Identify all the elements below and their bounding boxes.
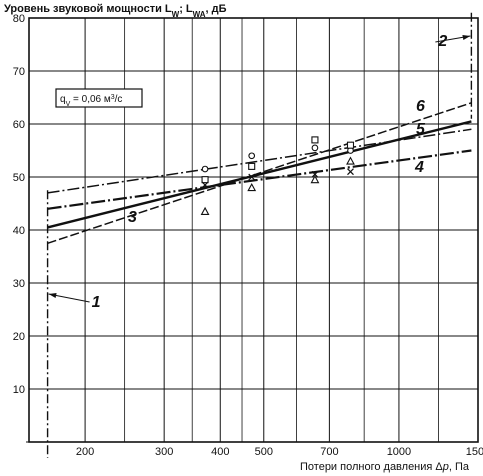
- series-label-5: 5: [416, 121, 426, 138]
- marker-cross: [311, 170, 319, 178]
- x-tick-label: 400: [211, 446, 229, 458]
- marker-square: [248, 162, 256, 170]
- marker-circle: [201, 165, 209, 173]
- x-tick-label: 1500: [466, 446, 483, 458]
- marker-circle: [248, 152, 256, 160]
- series-line-3: [47, 120, 472, 229]
- y-tick-label: 50: [13, 172, 25, 184]
- reference-label-1: 1: [92, 294, 101, 311]
- series-line-4: [47, 149, 472, 210]
- marker-cross: [201, 181, 209, 189]
- y-tick-label: 30: [13, 278, 25, 290]
- marker-square: [201, 176, 209, 184]
- x-tick-label: 300: [155, 446, 173, 458]
- series-label-6: 6: [416, 98, 425, 115]
- reference-arrow-2: [462, 35, 471, 40]
- y-tick-label: 80: [13, 13, 25, 25]
- marker-square: [311, 136, 319, 144]
- y-tick-labels: 10 20 30 40 50 60 70 80: [13, 13, 29, 443]
- y-tick-label: 20: [13, 331, 25, 343]
- marker-square: [346, 141, 355, 149]
- x-tick-label: 200: [76, 446, 94, 458]
- plot-grid: [29, 17, 479, 442]
- reference-arrow-1: [48, 293, 57, 298]
- series-label-3: 3: [128, 209, 137, 226]
- marker-layer: [200, 136, 355, 215]
- reference-lines: 12: [46, 12, 473, 458]
- x-tick-label: 1000: [387, 446, 411, 458]
- plot-frame: [28, 17, 479, 443]
- marker-cross: [248, 173, 256, 181]
- x-tick-labels: 200 300 400 500 700 1000 1500: [76, 446, 483, 458]
- marker-cross: [347, 168, 354, 176]
- marker-triangle: [346, 156, 355, 165]
- series-line-6: [47, 102, 472, 245]
- series-line-5: [47, 128, 472, 194]
- marker-triangle: [310, 174, 320, 184]
- marker-triangle: [247, 182, 257, 192]
- series-label-4: 4: [414, 159, 424, 176]
- reference-label-2: 2: [437, 33, 447, 50]
- y-tick-label: 10: [13, 384, 25, 396]
- y-axis-title: Уровень звуковой мощности LW; LWA, дБ: [4, 3, 227, 19]
- y-tick-label: 70: [13, 66, 25, 78]
- x-tick-label: 500: [255, 446, 273, 458]
- y-tick-label: 60: [13, 119, 25, 131]
- y-tick-label: 40: [13, 225, 25, 237]
- x-tick-label: 700: [320, 446, 338, 458]
- marker-circle: [311, 144, 319, 152]
- x-axis-title: Потери полного давления Δp, Па: [300, 461, 470, 473]
- flow-annotation-box: qV = 0,06 м3/с: [55, 88, 143, 108]
- flow-annotation: qV = 0,06 м3/с: [60, 94, 122, 108]
- marker-triangle: [200, 206, 210, 215]
- series-layer: 3 4 5 6: [47, 98, 472, 245]
